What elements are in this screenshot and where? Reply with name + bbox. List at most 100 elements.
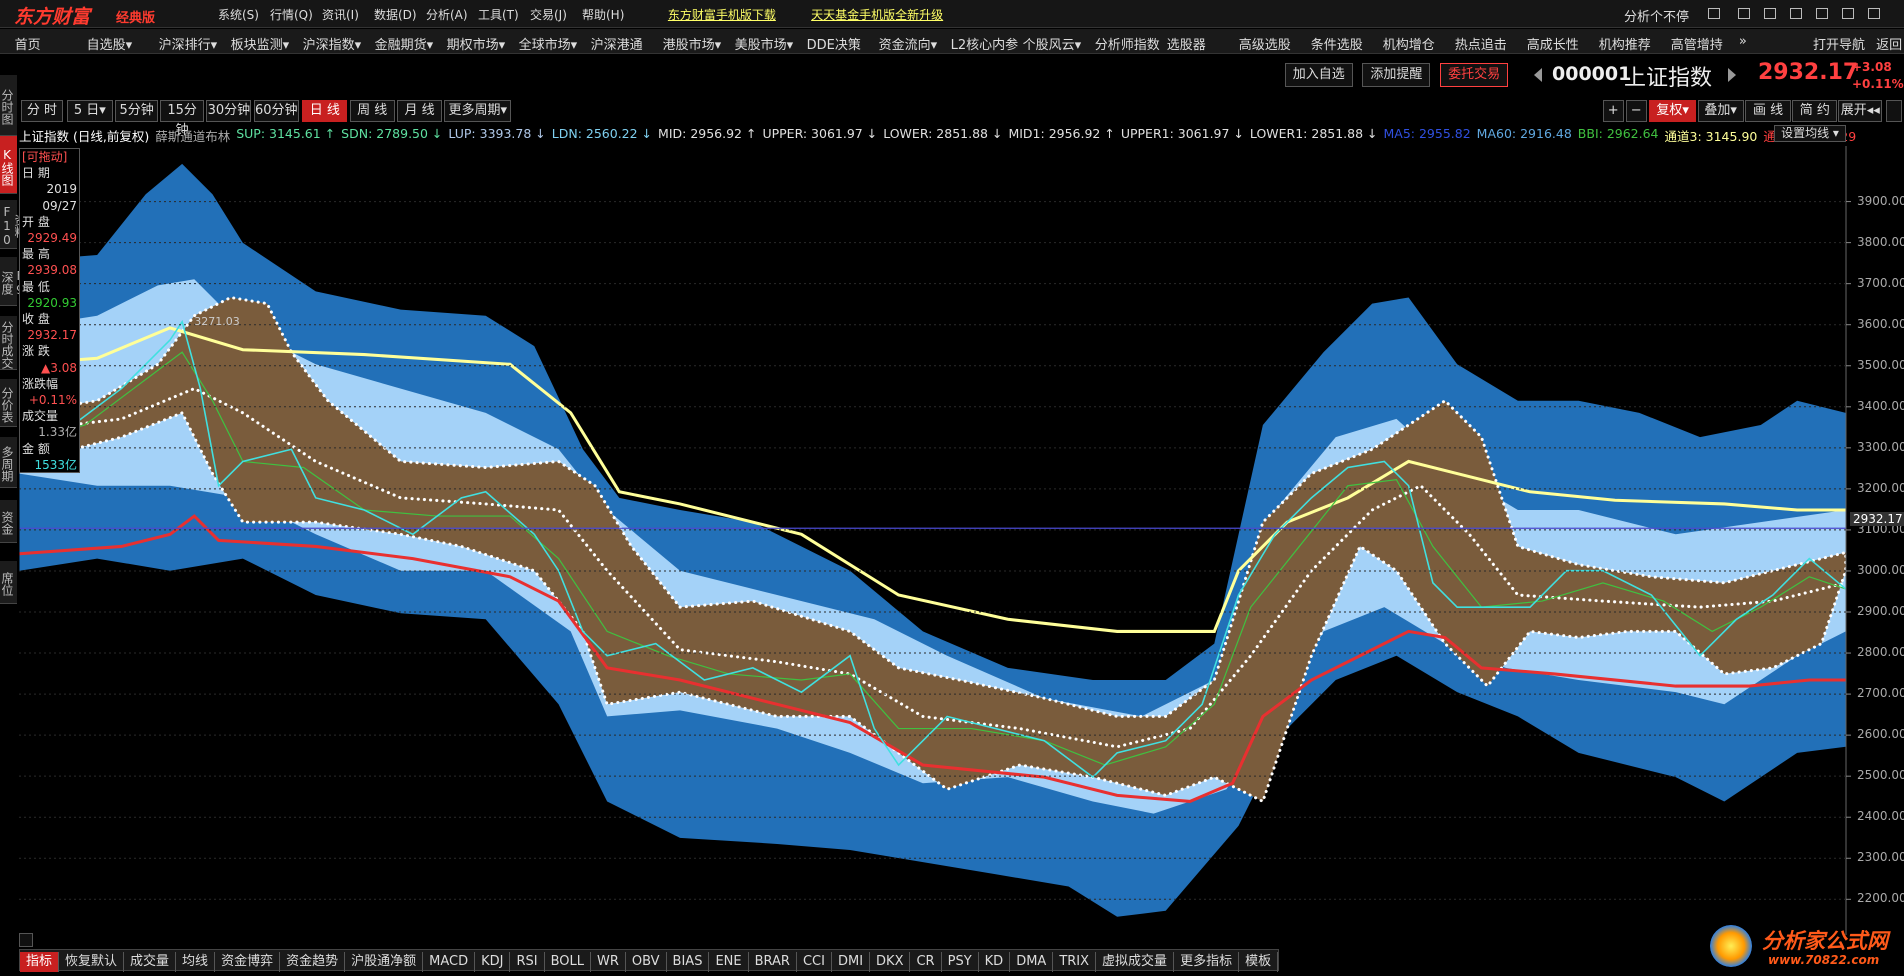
indicator-tab[interactable]: 成交量 [124, 952, 177, 972]
tool-button[interactable]: − [1625, 100, 1647, 122]
menu-item[interactable]: 资讯(I) [322, 8, 359, 22]
nav-item[interactable]: L2核心内参 [950, 38, 1019, 53]
nav-item[interactable]: 热点追击 [1454, 38, 1507, 53]
nav-item[interactable]: 选股器 [1166, 38, 1206, 53]
indicator-tab[interactable]: 恢复默认 [59, 952, 125, 972]
period-button[interactable]: 月 线 [397, 100, 442, 122]
indicator-tab[interactable]: KD [979, 952, 1011, 972]
nav-item[interactable]: 沪深排行▾ [158, 38, 218, 53]
nav-item[interactable]: 板块监测▾ [230, 38, 290, 53]
window-icon[interactable] [1816, 8, 1828, 19]
period-button[interactable]: 日 线 [302, 100, 348, 122]
side-tab[interactable]: 深度F9 [0, 257, 27, 306]
window-icon[interactable] [1708, 8, 1720, 19]
window-icon[interactable] [1738, 8, 1750, 19]
nav-item[interactable]: 全球市场▾ [518, 38, 578, 53]
nav-item[interactable]: 沪深港通 [590, 38, 643, 53]
nav-item[interactable]: 美股市场▾ [734, 38, 794, 53]
indicator-tab[interactable]: PSY [942, 952, 979, 972]
nav-item[interactable]: 金融期货▾ [374, 38, 434, 53]
nav-item[interactable]: 期权市场▾ [446, 38, 506, 53]
indicator-tab[interactable]: DKX [870, 952, 911, 972]
period-button[interactable]: 分 时 [20, 100, 64, 122]
nav-item[interactable]: 个股风云▾ [1022, 38, 1082, 53]
menu-item[interactable]: 分析(A) [426, 8, 468, 22]
ma-setting[interactable]: 设置均线 ▾ [1774, 125, 1846, 142]
indicator-tab[interactable]: 资金博弈 [215, 952, 281, 972]
period-button[interactable]: 5 日▾ [66, 100, 113, 122]
nav-item[interactable]: 机构增仓 [1382, 38, 1435, 53]
indicator-tab[interactable]: TRIX [1053, 952, 1097, 972]
period-button[interactable]: 60分钟 [253, 100, 299, 122]
window-icon[interactable] [1868, 8, 1880, 19]
tool-button[interactable]: 简 约 [1792, 100, 1838, 122]
tool-button[interactable]: 叠加▾ [1697, 100, 1744, 122]
indicator-tab[interactable]: BRAR [749, 952, 797, 972]
indicator-tab[interactable]: OBV [626, 952, 667, 972]
tool-button[interactable]: 展开◂◂ [1838, 100, 1883, 122]
nav-item[interactable]: 返回 [1876, 38, 1903, 53]
collapse-button[interactable] [19, 933, 33, 947]
nav-item[interactable]: 首页 [14, 38, 41, 53]
side-tab[interactable]: 多周期 [0, 437, 17, 489]
menu-item[interactable]: 帮助(H) [582, 8, 625, 22]
indicator-tab[interactable]: WR [591, 952, 626, 972]
promo-link[interactable]: 东方财富手机版下载 [667, 8, 776, 22]
nav-item[interactable]: 机构推荐 [1598, 38, 1651, 53]
side-tab[interactable]: 分价表 [0, 378, 17, 428]
indicator-tab[interactable]: DMA [1010, 952, 1054, 972]
side-tab[interactable]: 分时图 [0, 75, 17, 136]
indicator-tab[interactable]: 更多指标 [1174, 952, 1240, 972]
nav-item[interactable]: 港股市场▾ [662, 38, 722, 53]
quote-button[interactable]: 加入自选 [1284, 63, 1353, 87]
menu-item[interactable]: 行情(Q) [270, 8, 313, 22]
side-tab[interactable]: 资金 [0, 500, 17, 543]
nav-item[interactable]: 自选股▾ [86, 38, 133, 53]
promo-link[interactable]: 天天基金手机版全新升级 [811, 8, 944, 22]
indicator-tab[interactable]: 均线 [176, 952, 216, 972]
side-tab[interactable]: F10资料 [0, 200, 27, 249]
nav-item[interactable]: 打开导航 [1812, 38, 1865, 53]
indicator-tab[interactable]: BOLL [545, 952, 591, 972]
tool-button[interactable]: + [1602, 100, 1624, 122]
prev-arrow[interactable] [1534, 68, 1542, 82]
indicator-tab[interactable]: BIAS [667, 952, 710, 972]
fullscreen-button[interactable] [1886, 100, 1902, 122]
side-tab[interactable]: K线图 [0, 136, 17, 195]
side-tab[interactable]: 席位 [0, 561, 17, 604]
menu-item[interactable]: 工具(T) [478, 8, 519, 22]
nav-item[interactable]: » [1738, 34, 1747, 49]
nav-item[interactable]: 分析师指数 [1094, 38, 1160, 53]
side-tab[interactable]: 分时成交 [0, 315, 17, 371]
nav-item[interactable]: 高管增持 [1670, 38, 1723, 53]
indicator-tab[interactable]: KDJ [475, 952, 511, 972]
nav-item[interactable]: 沪深指数▾ [302, 38, 362, 53]
window-icon[interactable] [1764, 8, 1776, 19]
period-button[interactable]: 5分钟 [115, 100, 158, 122]
tool-button[interactable]: 画 线 [1744, 100, 1792, 122]
menu-item[interactable]: 数据(D) [374, 8, 417, 22]
indicator-tab[interactable]: MACD [423, 952, 476, 972]
indicator-tab[interactable]: 沪股通净额 [345, 952, 424, 972]
indicator-tab[interactable]: 指标 [20, 952, 60, 972]
period-button[interactable]: 15分钟 [160, 100, 204, 138]
period-button[interactable]: 30分钟 [206, 100, 252, 122]
quote-button[interactable]: 添加提醒 [1362, 63, 1431, 87]
indicator-tab[interactable]: ENE [709, 952, 749, 972]
nav-item[interactable]: DDE决策 [806, 38, 861, 53]
next-arrow[interactable] [1728, 68, 1736, 82]
indicator-tab[interactable]: 模板 [1239, 952, 1279, 972]
menu-item[interactable]: 系统(S) [218, 8, 259, 22]
period-button[interactable]: 更多周期▾ [444, 100, 512, 122]
window-icon[interactable] [1842, 8, 1854, 19]
window-icon[interactable] [1790, 8, 1802, 19]
nav-item[interactable]: 高成长性 [1526, 38, 1579, 53]
nav-item[interactable]: 条件选股 [1310, 38, 1363, 53]
nav-item[interactable]: 资金流向▾ [878, 38, 938, 53]
period-button[interactable]: 周 线 [349, 100, 395, 122]
indicator-tab[interactable]: CCI [797, 952, 832, 972]
indicator-tab[interactable]: DMI [832, 952, 871, 972]
drag-hint[interactable]: [可拖动] [22, 150, 68, 164]
indicator-tab[interactable]: RSI [510, 952, 545, 972]
nav-item[interactable]: 高级选股 [1238, 38, 1291, 53]
